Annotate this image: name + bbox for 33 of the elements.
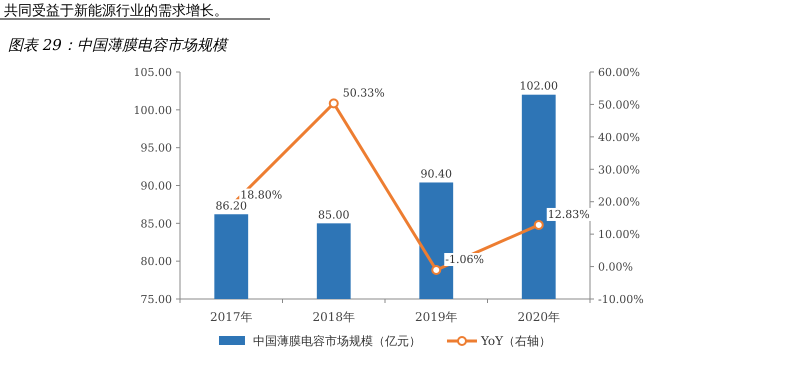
y-tick-label: 85.00 [140, 217, 172, 230]
point [431, 265, 442, 276]
y-tick-label: 80.00 [140, 255, 172, 268]
y-tick-label: 105.00 [134, 66, 172, 79]
y2-tick-label: 10.00% [598, 228, 640, 242]
chart-title: 图表 29：中国薄膜电容市场规模 [8, 36, 229, 54]
data-label: 18.80% [240, 188, 282, 202]
y2-tick-label: -10.00% [598, 293, 644, 306]
y2-tick-label: 60.00% [598, 66, 640, 79]
x-tick-label: 2017年 [210, 310, 253, 324]
y2-tick-label: 0.00% [598, 260, 633, 274]
data-label: 85.00 [318, 208, 350, 222]
data-label: 50.33% [342, 86, 385, 100]
legend-label: 中国薄膜电容市场规模（亿元） [252, 334, 421, 348]
y2-tick-label: 40.00% [598, 130, 640, 144]
legend-label: YoY（右轴） [480, 334, 552, 348]
data-label: 102.00 [520, 80, 558, 93]
data-label: 90.40 [420, 167, 452, 180]
point [328, 98, 339, 108]
y-tick-label: 90.00 [140, 180, 172, 192]
y-tick-label: 95.00 [140, 142, 172, 155]
data-label: -1.06% [445, 253, 484, 266]
y-tick-label: 75.00 [140, 293, 172, 306]
text: 共同受益于新能源行业的需求增长。 [4, 3, 228, 19]
y2-tick-label: 20.00% [598, 196, 640, 209]
x-tick-label: 2020年 [517, 310, 560, 324]
y-tick-label: 100.00 [134, 104, 172, 117]
x-tick-label: 2018年 [312, 310, 356, 324]
x-tick-label: 2019年 [414, 310, 458, 324]
y2-tick-label: 50.00% [598, 98, 640, 112]
y2-tick-label: 30.00% [598, 163, 640, 176]
data-label: 12.83% [548, 208, 590, 221]
point [534, 220, 544, 230]
